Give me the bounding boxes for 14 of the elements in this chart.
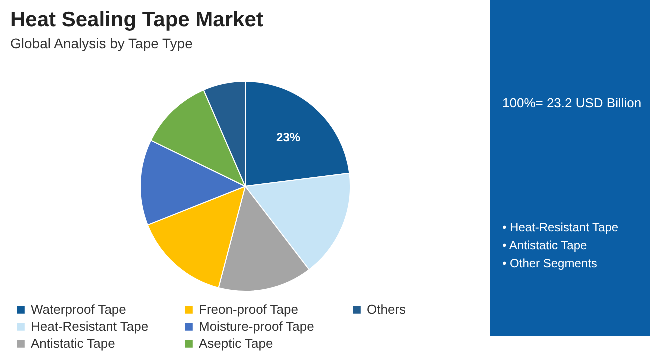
text: 100%= 23.2 USD Billion <box>502 96 642 110</box>
legend-label: Heat-Resistant Tape <box>31 319 150 334</box>
chart-title: Heat Sealing Tape Market <box>10 8 264 32</box>
data-label: 23% <box>276 130 301 145</box>
legend-label: Moisture-proof Tape <box>199 319 316 334</box>
legend-label: Antistatic Tape <box>31 336 116 351</box>
text: • Antistatic Tape <box>502 238 588 252</box>
chart-subtitle: Global Analysis by Tape Type <box>10 36 194 52</box>
legend-label: Aseptic Tape <box>199 336 274 351</box>
legend-label: Others <box>367 302 408 317</box>
legend-label: Waterproof Tape <box>31 302 128 317</box>
text: • Other Segments <box>502 256 598 270</box>
legend-label: Freon-proof Tape <box>199 302 300 317</box>
text: • Heat-Resistant Tape <box>502 220 619 234</box>
